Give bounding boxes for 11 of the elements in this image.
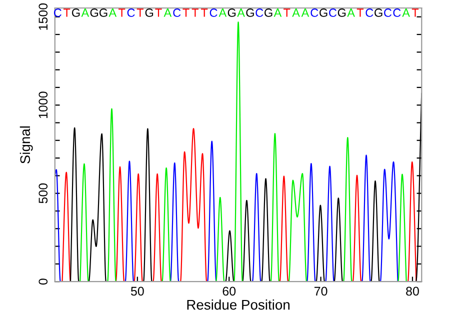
x-tick-label: 50 [130, 286, 144, 296]
x-axis-title: Residue Position [187, 300, 290, 310]
y-axis-title: Signal [20, 126, 33, 164]
x-tick-label: 80 [406, 286, 419, 296]
x-tick-label: 70 [314, 286, 328, 296]
y-tick-label: 0 [38, 278, 48, 285]
text: CTGAGGATCTGTACTTTCAGAGCGATAACGCGATCGCCAT [54, 8, 419, 17]
x-tick-label: 60 [222, 286, 236, 296]
y-tick-label: 1000 [38, 92, 48, 118]
y-tick-label: 1500 [38, 3, 48, 30]
y-tick-label: 500 [38, 183, 48, 204]
